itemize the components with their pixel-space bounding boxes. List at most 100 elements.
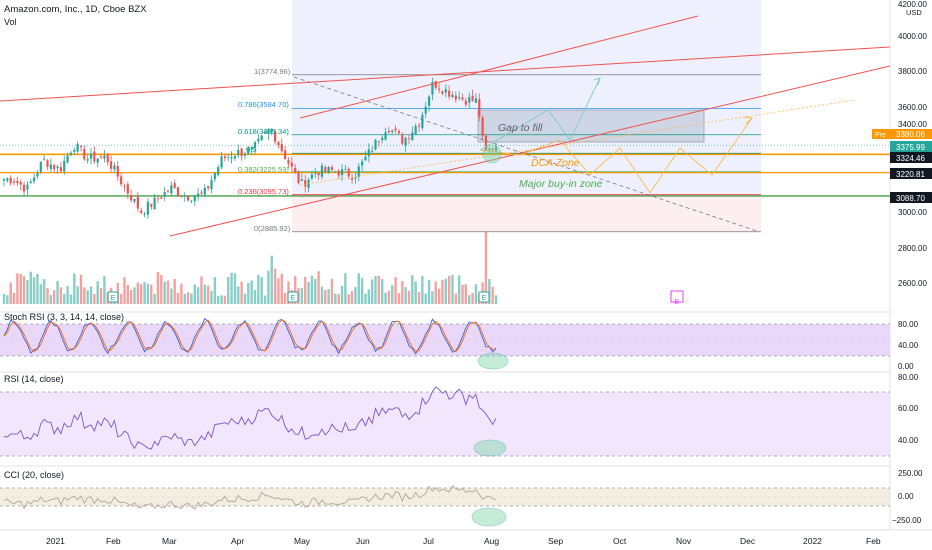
time-label-aug: Aug bbox=[484, 536, 499, 546]
stoch-tick-40: 40.00 bbox=[898, 341, 919, 350]
candle-body bbox=[173, 183, 176, 189]
candle-body bbox=[414, 126, 417, 135]
volume-bar bbox=[407, 290, 411, 304]
volume-bar bbox=[183, 293, 186, 304]
projection-zigzag bbox=[479, 117, 753, 194]
candle-body bbox=[454, 95, 457, 100]
volume-bar bbox=[377, 275, 381, 304]
volume-bar bbox=[217, 295, 220, 304]
candle-body bbox=[371, 151, 374, 152]
candle-body bbox=[160, 197, 163, 199]
volume-bar bbox=[273, 268, 277, 304]
candle-body bbox=[441, 91, 444, 94]
candle-body bbox=[314, 173, 317, 175]
volume-bar bbox=[143, 281, 146, 304]
candle-body bbox=[381, 137, 384, 141]
candle-body bbox=[59, 167, 62, 172]
volume-bar bbox=[237, 286, 240, 304]
projection-up-arrow bbox=[593, 77, 601, 86]
volume-bar bbox=[76, 286, 79, 304]
volume-bar bbox=[454, 293, 458, 304]
volume-bar bbox=[367, 289, 371, 304]
candle-body bbox=[387, 130, 390, 133]
volume-bar bbox=[354, 287, 357, 304]
volume-bar bbox=[129, 289, 133, 304]
candle-body bbox=[294, 168, 297, 172]
candle-body bbox=[49, 164, 52, 170]
candle-body bbox=[350, 178, 354, 180]
volume-bar bbox=[6, 295, 9, 304]
volume-bar bbox=[126, 284, 130, 304]
candle-body bbox=[284, 150, 287, 160]
candle-body bbox=[401, 134, 404, 144]
volume-bar bbox=[324, 289, 327, 304]
volume-bar bbox=[69, 294, 73, 304]
candle-body bbox=[444, 89, 447, 93]
volume-bar bbox=[434, 281, 437, 304]
volume-bar bbox=[250, 280, 253, 304]
volume-bar bbox=[404, 287, 407, 304]
earnings-marker-1 bbox=[287, 291, 299, 303]
candle-body bbox=[43, 158, 46, 160]
volume-bar bbox=[196, 287, 200, 304]
volume-bar bbox=[243, 293, 247, 304]
candle-body bbox=[126, 184, 129, 194]
cci-tick-neg250: −250.00 bbox=[892, 516, 922, 525]
candle-body bbox=[344, 168, 347, 170]
candle-body bbox=[361, 161, 364, 166]
candle-body bbox=[364, 156, 367, 161]
volume-bar bbox=[136, 282, 140, 304]
candle-body bbox=[143, 213, 146, 215]
candle-body bbox=[397, 130, 401, 134]
volume-bar bbox=[280, 273, 283, 304]
candle-body bbox=[183, 195, 186, 197]
candle-body bbox=[163, 192, 166, 197]
candle-body bbox=[310, 174, 314, 179]
volume-bar bbox=[19, 273, 22, 304]
volume-bar bbox=[374, 276, 377, 304]
time-label-jul: Jul bbox=[423, 536, 434, 546]
time-label-feb-2022: Feb bbox=[866, 536, 881, 546]
candle-body bbox=[22, 184, 26, 192]
candle-body bbox=[166, 190, 170, 192]
price-tick-4200: 4200.00 bbox=[898, 0, 927, 9]
badge-level-3088-value: 3088.70 bbox=[896, 194, 925, 203]
stoch-tick-0: 0.00 bbox=[898, 362, 914, 371]
candle-body bbox=[136, 196, 139, 209]
candle-body bbox=[471, 95, 474, 101]
volume-bar bbox=[317, 271, 320, 304]
volume-bar bbox=[283, 292, 287, 304]
volume-bar bbox=[427, 280, 431, 304]
candle-body bbox=[304, 180, 307, 187]
volume-bar bbox=[170, 288, 173, 304]
candle-body bbox=[488, 148, 491, 151]
candle-body bbox=[89, 153, 93, 159]
volume-bar bbox=[260, 277, 263, 304]
volume-bar bbox=[227, 276, 230, 304]
rsi-tick-60: 60.00 bbox=[898, 404, 919, 413]
volume-bar bbox=[206, 285, 210, 304]
volume-bar bbox=[488, 279, 491, 304]
volume-bar bbox=[63, 293, 66, 304]
candle-body bbox=[334, 171, 337, 173]
rsi-tick-40: 40.00 bbox=[898, 436, 919, 445]
volume-bar bbox=[437, 288, 441, 304]
earnings-marker-0 bbox=[107, 291, 119, 303]
cci-tick-0: 0.00 bbox=[898, 492, 914, 501]
volume-bar bbox=[12, 292, 16, 304]
trendline-dashed-down bbox=[293, 76, 761, 233]
time-label-apr: Apr bbox=[231, 536, 244, 546]
candle-body bbox=[227, 156, 230, 158]
candle-body bbox=[150, 203, 153, 207]
candle-body bbox=[494, 146, 498, 152]
cci-highlight bbox=[471, 507, 507, 527]
candle-body bbox=[96, 158, 99, 163]
stoch-d-line bbox=[3, 319, 497, 353]
volume-bar bbox=[32, 277, 36, 304]
candle-body bbox=[180, 196, 183, 197]
annotation-dca-zone: DCA Zone bbox=[531, 157, 580, 169]
time-label-nov: Nov bbox=[676, 536, 692, 546]
candle-body bbox=[113, 165, 116, 170]
candle-body bbox=[220, 156, 223, 168]
